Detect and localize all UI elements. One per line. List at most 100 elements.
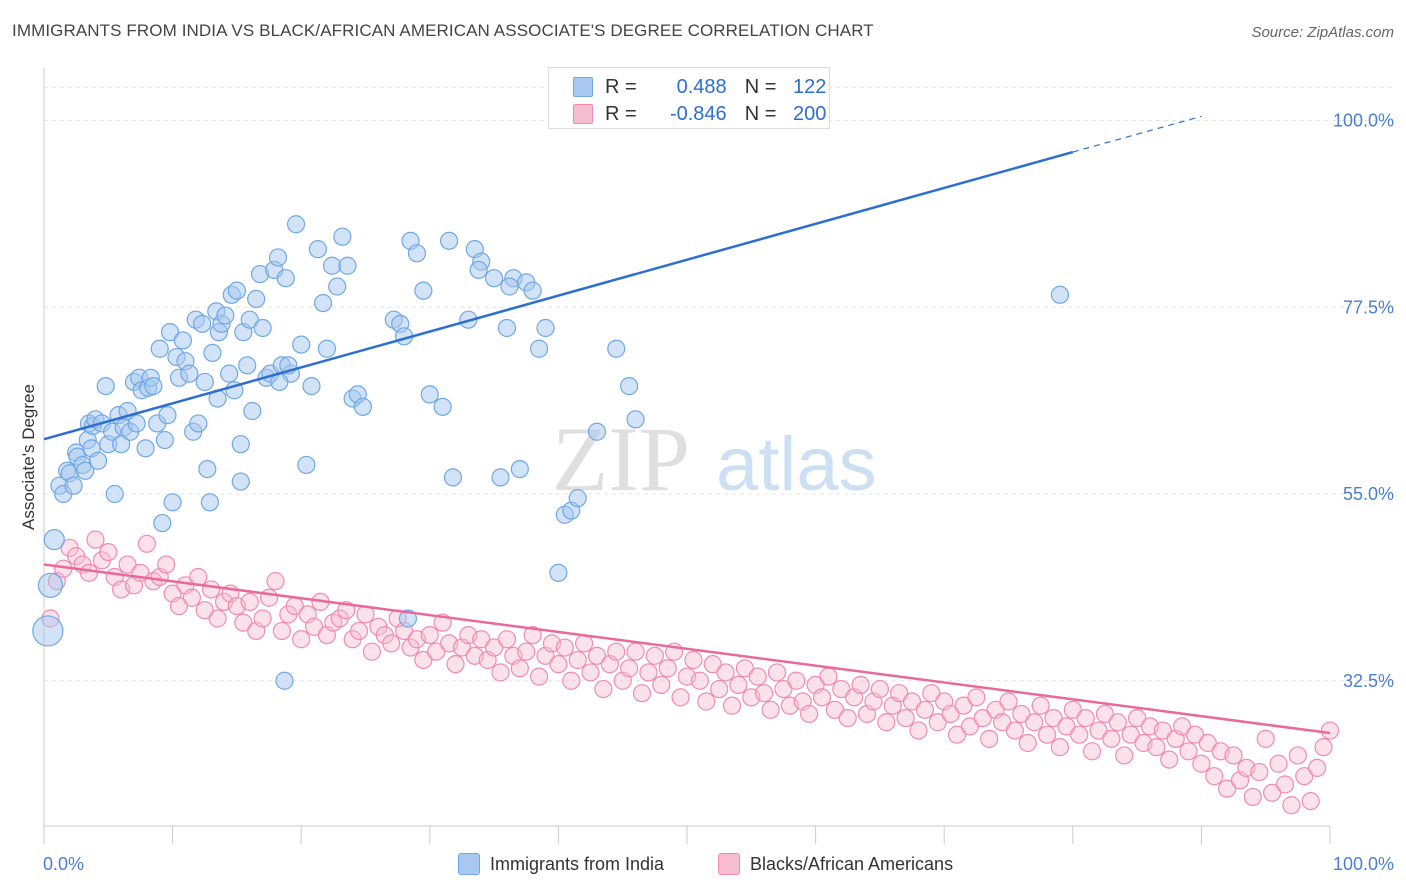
pink-point — [530, 667, 549, 686]
legend-r-value: 0.488 — [676, 75, 727, 98]
pink-point — [722, 696, 742, 715]
blue-point — [43, 529, 65, 551]
blue-point — [297, 455, 316, 475]
pink-point — [1282, 796, 1301, 815]
pink-point — [812, 688, 832, 707]
blue-point — [238, 356, 257, 375]
pink-point — [253, 609, 272, 628]
pink-point — [99, 542, 118, 562]
pink-point — [703, 655, 722, 674]
y-tick-label: 77.5% — [1343, 297, 1394, 317]
pink-point — [922, 684, 941, 703]
blue-point — [158, 406, 177, 425]
pink-point — [1121, 725, 1140, 744]
pink-point — [1005, 721, 1025, 740]
pink-point — [446, 655, 465, 674]
bottom-legend-india[interactable]: Immigrants from India — [458, 851, 664, 877]
blue-series-points — [32, 215, 1070, 690]
pink-point — [182, 588, 201, 607]
pink-point — [497, 630, 517, 649]
pink-point — [420, 625, 439, 645]
blue-point — [338, 256, 357, 275]
pink-point — [832, 679, 851, 699]
pink-point — [86, 530, 105, 549]
pink-trend-line — [43, 563, 1331, 735]
pink-point — [581, 663, 600, 682]
blue-point — [253, 318, 272, 338]
blue-point — [268, 248, 288, 267]
blue-point — [195, 372, 214, 392]
watermark-atlas: atlas — [716, 422, 877, 507]
pink-point — [800, 704, 819, 724]
pink-point — [1160, 750, 1179, 769]
bottom-legend-black[interactable]: Blacks/African Americans — [718, 851, 953, 877]
pink-point — [697, 692, 716, 711]
blue-point — [333, 227, 352, 246]
blue-point — [626, 410, 645, 429]
pink-point — [1057, 717, 1076, 736]
blue-point — [220, 364, 239, 383]
blue-point — [155, 430, 174, 450]
blue-point — [620, 377, 639, 396]
pink-point — [1050, 738, 1070, 757]
blue-point — [189, 414, 208, 433]
pink-point — [1250, 762, 1269, 782]
pink-point — [1153, 721, 1172, 740]
axes — [43, 68, 1331, 844]
legend-swatch-blue — [573, 77, 593, 97]
pink-point — [1095, 704, 1115, 724]
pink-point — [838, 708, 857, 728]
pink-point — [1127, 708, 1147, 728]
blue-point — [414, 281, 433, 300]
blue-point — [353, 397, 373, 416]
pink-point — [819, 667, 838, 686]
pink-point — [555, 638, 574, 657]
pink-point — [767, 663, 787, 682]
bottom-legend-swatch-pink — [718, 853, 740, 875]
pink-point — [266, 572, 285, 591]
blue-point — [607, 339, 626, 358]
legend-r-label: R = — [605, 102, 637, 125]
blue-point — [317, 339, 337, 358]
pink-point — [1256, 729, 1275, 748]
pink-point — [1173, 717, 1192, 736]
pink-point — [1025, 713, 1044, 732]
blue-point — [198, 460, 217, 479]
blue-trend-extension — [1072, 115, 1202, 153]
y-tick-label: 32.5% — [1343, 671, 1394, 691]
blue-point — [76, 461, 95, 480]
bottom-legend-swatch-blue — [458, 853, 480, 875]
pink-point — [1115, 746, 1134, 765]
pink-point — [382, 634, 401, 653]
pink-point — [195, 601, 214, 620]
pink-point — [427, 642, 446, 661]
x-tick-label: 0.0% — [43, 854, 84, 874]
y-tick-label: 55.0% — [1343, 484, 1394, 504]
pink-series-points — [41, 530, 1340, 815]
pink-point — [870, 679, 890, 699]
blue-trend-line — [43, 150, 1074, 441]
blue-point — [407, 244, 427, 263]
pink-point — [472, 630, 491, 649]
x-tick-label: 100.0% — [1333, 854, 1394, 874]
pink-point — [1269, 754, 1288, 773]
pink-point — [208, 609, 227, 628]
pink-point — [902, 692, 922, 711]
pink-point — [234, 613, 253, 632]
blue-point — [105, 484, 124, 504]
blue-point — [96, 377, 115, 396]
blue-point — [485, 269, 504, 288]
pink-point — [510, 659, 529, 678]
pink-point — [710, 679, 729, 699]
blue-point — [231, 472, 250, 491]
blue-point — [150, 339, 169, 358]
legend-r-value: -0.846 — [669, 102, 727, 125]
pink-point — [1243, 787, 1262, 807]
pink-point — [1320, 721, 1340, 740]
pink-point — [79, 563, 99, 582]
bottom-legend-label: Blacks/African Americans — [750, 853, 954, 874]
pink-point — [1205, 767, 1224, 786]
pink-point — [890, 684, 909, 703]
blue-point — [523, 281, 542, 300]
